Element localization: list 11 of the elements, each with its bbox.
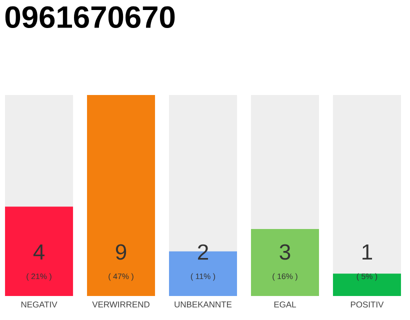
- data-label: 3: [280, 244, 290, 260]
- x-tick-label: VERWIRREND: [92, 302, 150, 308]
- data-label: 4: [33, 244, 44, 260]
- bar: [332, 274, 401, 296]
- x-tick-label: NEGATIV: [21, 302, 58, 308]
- x-tick-label: POSITIV: [350, 302, 384, 308]
- x-tick-label: EGAL: [274, 302, 296, 308]
- data-label: 1: [362, 244, 372, 260]
- chart-title: 0961670670: [5, 6, 175, 28]
- x-tick-label: UNBEKANNTE: [174, 302, 232, 308]
- data-label: 9: [116, 244, 126, 260]
